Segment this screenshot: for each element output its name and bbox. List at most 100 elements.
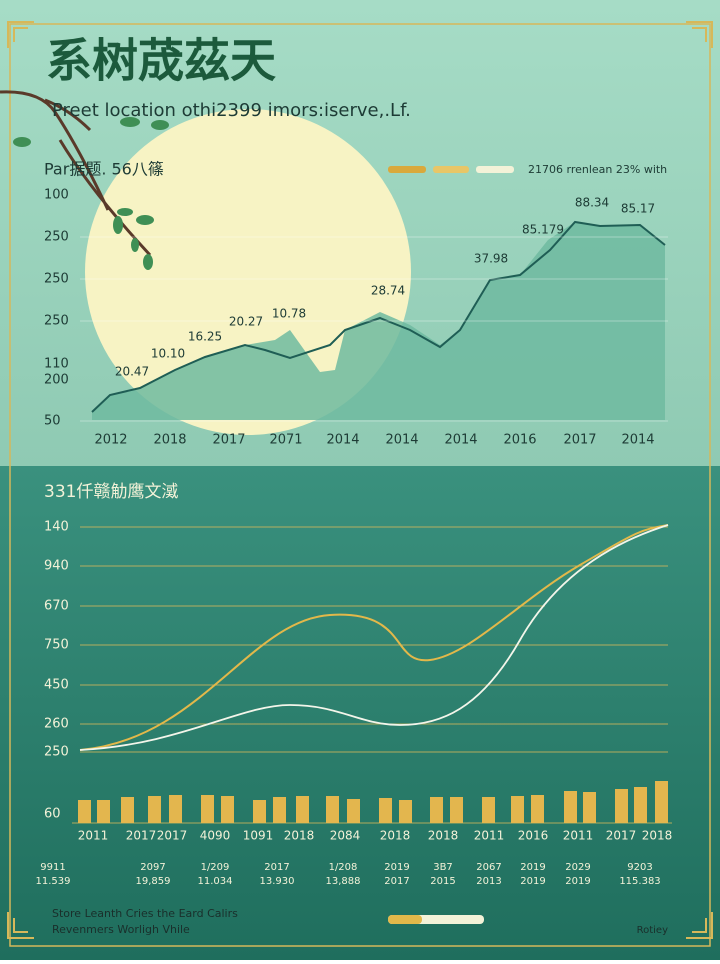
point-label: 85.17 bbox=[621, 202, 655, 216]
value-label: 2017 bbox=[264, 862, 289, 873]
value-label: 9911 bbox=[40, 862, 65, 873]
value-label: 2067 bbox=[476, 862, 501, 873]
x-label: 2014 bbox=[326, 433, 359, 448]
x-label: 2018 bbox=[380, 829, 411, 843]
point-label: 10.10 bbox=[151, 347, 185, 361]
y-label: 250 bbox=[44, 272, 69, 287]
bar bbox=[253, 800, 266, 823]
y-label: 450 bbox=[44, 678, 69, 693]
value-label: 2019 bbox=[520, 862, 545, 873]
x-label: 2017 bbox=[126, 829, 157, 843]
bar bbox=[634, 787, 647, 823]
gold-curve bbox=[79, 524, 669, 751]
bar bbox=[78, 800, 91, 823]
bar bbox=[326, 796, 339, 823]
value-label: 11.539 bbox=[36, 876, 71, 887]
x-label: 4090 bbox=[200, 829, 231, 843]
bottom-title: 331仟赣觔鹰文㵄 bbox=[44, 482, 178, 502]
bars bbox=[78, 781, 668, 823]
x-label: 2018 bbox=[284, 829, 315, 843]
bar bbox=[148, 796, 161, 823]
y-label: 250 bbox=[44, 745, 69, 760]
footer-line: Revenmers Worligh Vhile bbox=[52, 923, 190, 936]
frame bbox=[9, 23, 711, 947]
point-label: 37.98 bbox=[474, 252, 508, 266]
y-label: 750 bbox=[44, 638, 69, 653]
y-label: 100 bbox=[44, 188, 69, 203]
x-label: 2011 bbox=[78, 829, 109, 843]
value-label: 11.034 bbox=[198, 876, 233, 887]
title: 系树荿茲天 bbox=[46, 34, 276, 88]
bar bbox=[97, 800, 110, 823]
bar bbox=[379, 798, 392, 823]
point-label: 85.179 bbox=[522, 223, 564, 237]
value-label: 2019 bbox=[520, 876, 545, 887]
x-label: 2016 bbox=[503, 433, 536, 448]
value-label: 3B7 bbox=[433, 862, 453, 873]
bar bbox=[430, 797, 443, 823]
point-label: 10.78 bbox=[272, 307, 306, 321]
y-label: 940 bbox=[44, 559, 69, 574]
bar bbox=[169, 795, 182, 823]
bar bbox=[482, 797, 495, 823]
y-label: 110 bbox=[44, 357, 69, 372]
white-curve bbox=[79, 524, 669, 751]
bottom-bg bbox=[0, 466, 720, 960]
bar bbox=[201, 795, 214, 823]
value-label: 2013 bbox=[476, 876, 501, 887]
value-label: 2019 bbox=[384, 862, 409, 873]
x-label: 1091 bbox=[243, 829, 274, 843]
x-label: 2017 bbox=[212, 433, 245, 448]
corner-ornaments bbox=[7, 21, 713, 939]
y-label: 260 bbox=[44, 717, 69, 732]
bar bbox=[221, 796, 234, 823]
bar bbox=[583, 792, 596, 823]
x-label: 2018 bbox=[642, 829, 673, 843]
value-label: 2015 bbox=[430, 876, 455, 887]
value-label: 13,888 bbox=[326, 876, 361, 887]
bar bbox=[655, 781, 668, 823]
footer-corner: Rotiey bbox=[637, 925, 668, 936]
bar bbox=[121, 797, 134, 823]
point-label: 16.25 bbox=[188, 330, 222, 344]
x-label: 2016 bbox=[518, 829, 549, 843]
x-label: 2011 bbox=[563, 829, 594, 843]
y-label: 60 bbox=[44, 807, 61, 822]
bar bbox=[531, 795, 544, 823]
bar bbox=[511, 796, 524, 823]
value-label: 2097 bbox=[140, 862, 165, 873]
moon bbox=[85, 109, 411, 435]
area-fill bbox=[92, 222, 665, 420]
bar bbox=[564, 791, 577, 823]
point-label: 28.74 bbox=[371, 284, 405, 298]
panel-label: Par据题. 56八篠 bbox=[44, 160, 164, 179]
bar bbox=[399, 800, 412, 823]
value-label: 2019 bbox=[565, 876, 590, 887]
footer-line: Store Leanth Cries the Eard Calirs bbox=[52, 907, 238, 920]
point-label: 20.47 bbox=[115, 365, 149, 379]
y-label: 250 bbox=[44, 314, 69, 329]
x-label: 2014 bbox=[385, 433, 418, 448]
value-label: 1/208 bbox=[329, 862, 358, 873]
subtitle: Preet location othi2399 imors:iserve,.Lf… bbox=[52, 100, 411, 121]
value-label: 1/209 bbox=[201, 862, 230, 873]
value-label: 13.930 bbox=[260, 876, 295, 887]
y-label: 250 bbox=[44, 230, 69, 245]
x-label: 2014 bbox=[444, 433, 477, 448]
footer-bar bbox=[388, 915, 484, 924]
bar bbox=[450, 797, 463, 823]
x-label: 2011 bbox=[474, 829, 505, 843]
x-label: 2084 bbox=[330, 829, 361, 843]
value-label: 9203 bbox=[627, 862, 652, 873]
value-label: 115.383 bbox=[619, 876, 660, 887]
value-label: 2029 bbox=[565, 862, 590, 873]
x-label: 2017 bbox=[606, 829, 637, 843]
x-label: 2012 bbox=[94, 433, 127, 448]
x-label: 2017 bbox=[157, 829, 188, 843]
area-line bbox=[91, 220, 666, 413]
value-label: 19,859 bbox=[136, 876, 171, 887]
y-label: 140 bbox=[44, 520, 69, 535]
legend-text: 21706 rrenlean 23% with bbox=[528, 163, 667, 176]
